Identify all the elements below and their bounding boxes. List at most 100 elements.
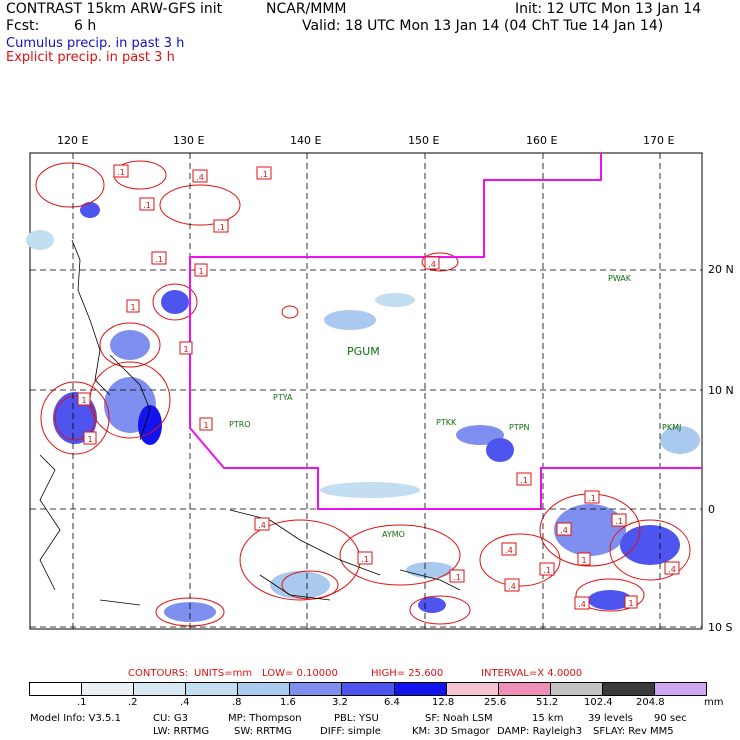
- contour-label: .1: [217, 223, 225, 232]
- contour-label: 1: [130, 303, 135, 312]
- model-info-mp: MP: Thompson: [228, 713, 302, 724]
- cumulus-precip-shading: [26, 202, 700, 622]
- model-info-pbl: PBL: YSU: [334, 713, 379, 724]
- contour-label: 1: [81, 396, 86, 405]
- contour-label: .4: [668, 565, 676, 574]
- model-info-km: KM: 3D Smagor: [412, 726, 490, 737]
- station-ptro: PTRO: [229, 420, 251, 429]
- lat-label-10n: 10 N: [708, 384, 734, 397]
- model-info-lw: LW: RRTMG: [153, 726, 210, 737]
- contour-interval: INTERVAL=X 4.0000: [481, 668, 583, 679]
- colorbar-tick: 102.4: [584, 697, 613, 708]
- colorbar-swatch: [238, 683, 291, 695]
- contour-title: CONTOURS:: [128, 668, 189, 679]
- station-ptya: PTYA: [273, 393, 293, 402]
- model-info-sw: SW: RRTMG: [234, 726, 292, 737]
- colorbar-tick: 12.8: [432, 697, 455, 708]
- station-ptpn: PTPN: [509, 423, 530, 432]
- forecast-hour: 6 h: [74, 18, 97, 34]
- model-info-sflay: SFLAY: Rev MM5: [593, 726, 674, 737]
- contour-label: 1: [183, 345, 188, 354]
- contour-high: HIGH= 25.600: [371, 668, 444, 679]
- model-info-sf: SF: Noah LSM: [425, 713, 493, 724]
- lon-label-140e: 140 E: [290, 134, 322, 147]
- station-labels: PGUM PTYA PTRO PTKK PTPN PKMJ PWAK AYMO: [229, 274, 681, 539]
- station-pkmj: PKMJ: [662, 423, 681, 432]
- contour-label: .1: [615, 517, 623, 526]
- station-aymo: AYMO: [382, 530, 405, 539]
- forecast-label: Fcst:: [6, 18, 40, 34]
- organization-label: NCAR/MMM: [266, 1, 347, 17]
- colorbar-tick: 51.2: [536, 697, 559, 708]
- colorbar-swatch: [394, 683, 447, 695]
- model-info-timestep: 90 sec: [654, 713, 687, 724]
- contour-label: 1: [581, 556, 586, 565]
- contour-label: .1: [260, 170, 268, 179]
- colorbar-swatch: [134, 683, 187, 695]
- model-info-cu: CU: G3: [153, 713, 188, 724]
- cumulus-legend: Cumulus precip. in past 3 h: [6, 36, 185, 51]
- colorbar-swatch: [602, 683, 655, 695]
- colorbar-tick: 204.8: [636, 697, 665, 708]
- colorbar-tick: .8: [232, 697, 242, 708]
- colorbar-swatch: [654, 683, 707, 695]
- colorbar-swatch: [186, 683, 239, 695]
- model-info-version: Model Info: V3.5.1: [30, 713, 121, 724]
- colorbar-swatch: [446, 683, 499, 695]
- colorbar-swatch: [290, 683, 343, 695]
- model-title: CONTRAST 15km ARW-GFS init: [6, 1, 223, 17]
- contour-label: .1: [117, 168, 125, 177]
- model-info-damp: DAMP: Rayleigh3: [497, 726, 583, 737]
- contour-label: 1: [203, 421, 208, 430]
- region-boundary-line: [189, 153, 702, 510]
- contour-label: .1: [520, 476, 528, 485]
- colorbar-tick: .2: [128, 697, 138, 708]
- colorbar-swatch: [30, 683, 83, 695]
- lat-label-equator: 0: [708, 503, 715, 516]
- coastlines: [39, 239, 461, 606]
- contour-label: .4: [508, 582, 516, 591]
- station-pgum: PGUM: [347, 345, 380, 358]
- colorbar-swatch: [498, 683, 551, 695]
- model-info-levels: 39 levels: [588, 713, 633, 724]
- colorbar-tick: 6.4: [384, 697, 400, 708]
- lon-label-120e: 120 E: [57, 134, 89, 147]
- model-info-resolution: 15 km: [532, 713, 564, 724]
- contour-value-labels: 1 1 .4 1 1 .1 .1 .1 1 .1 .1 .4 1 .1 .1 .…: [77, 164, 680, 610]
- valid-time: Valid: 18 UTC Mon 13 Jan 14 (04 ChT Tue …: [302, 18, 664, 34]
- explicit-legend: Explicit precip. in past 3 h: [6, 50, 175, 65]
- contour-units: UNITS=mm: [194, 668, 253, 679]
- colorbar-tick: .1: [77, 697, 87, 708]
- lon-label-130e: 130 E: [173, 134, 205, 147]
- contour-label: .1: [543, 566, 551, 575]
- colorbar-tick: .4: [180, 697, 190, 708]
- lon-label-170e: 170 E: [643, 134, 675, 147]
- lat-label-10s: 10 S: [708, 621, 733, 634]
- colorbar-swatch: [82, 683, 135, 695]
- colorbar-tick: 3.2: [332, 697, 348, 708]
- colorbar-tick: 25.6: [484, 697, 507, 708]
- contour-low: LOW= 0.10000: [262, 668, 338, 679]
- colorbar-unit: mm: [704, 697, 724, 708]
- contour-label: .4: [578, 600, 586, 609]
- lat-label-20n: 20 N: [708, 263, 734, 276]
- contour-label: .4: [428, 260, 436, 269]
- contour-label: .1: [155, 255, 163, 264]
- color-bar: [29, 682, 707, 696]
- contour-label: 1: [198, 267, 203, 276]
- lon-label-150e: 150 E: [408, 134, 440, 147]
- contour-label: .4: [258, 521, 266, 530]
- lon-label-160e: 160 E: [526, 134, 558, 147]
- contour-label: 1: [628, 599, 633, 608]
- station-ptkk: PTKK: [436, 418, 457, 427]
- colorbar-swatch: [550, 683, 603, 695]
- contour-label: .1: [361, 555, 369, 564]
- contour-label: 1: [87, 435, 92, 444]
- init-time: Init: 12 UTC Mon 13 Jan 14: [515, 1, 702, 17]
- colorbar-tick: 1.6: [280, 697, 296, 708]
- model-info-diff: DIFF: simple: [320, 726, 381, 737]
- contour-label: .1: [143, 201, 151, 210]
- contour-label: .1: [588, 494, 596, 503]
- contour-label: .4: [560, 526, 568, 535]
